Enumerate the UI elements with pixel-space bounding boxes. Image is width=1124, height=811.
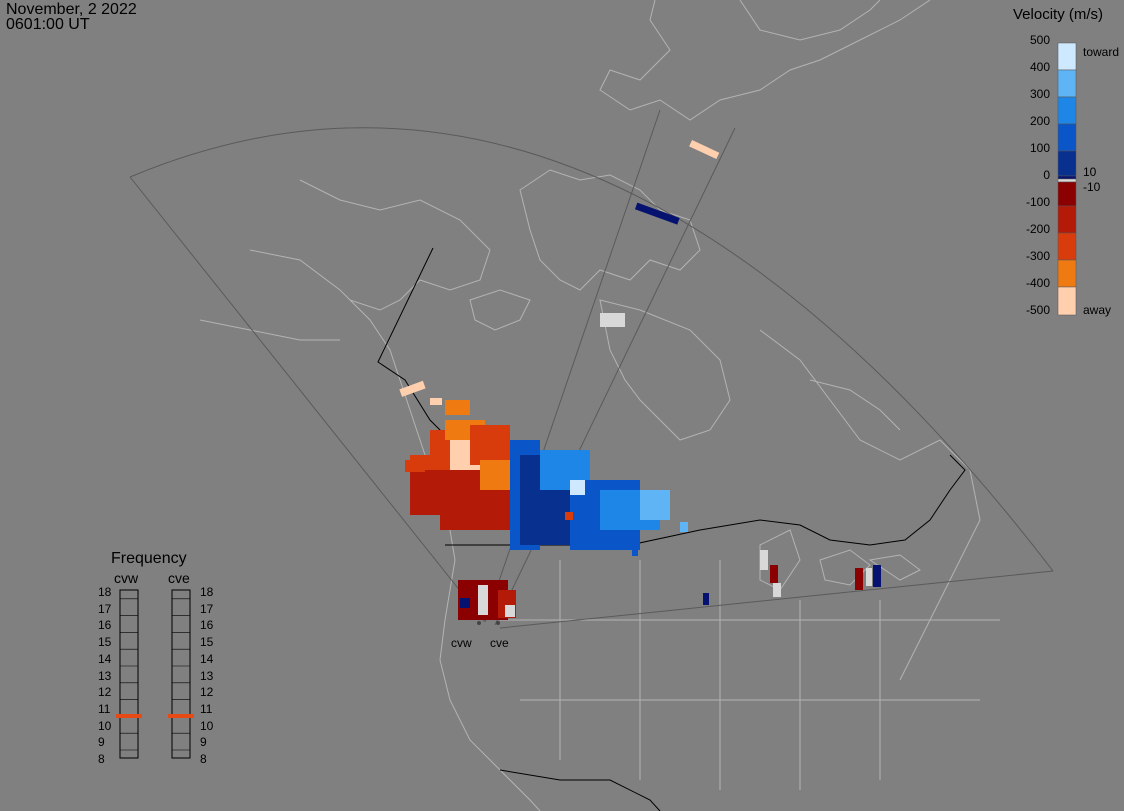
frequency-scale-label: 17: [98, 601, 112, 616]
frequency-scale-label: 9: [98, 735, 105, 750]
frequency-scale-label: 11: [200, 701, 213, 716]
colorbar-title: Velocity (m/s): [1013, 6, 1104, 23]
frequency-scale-label: 16: [98, 618, 112, 633]
colorbar-tick: -100: [1025, 195, 1050, 209]
site-marker-cvw: [477, 621, 481, 625]
colorbar-tick: -400: [1025, 276, 1050, 290]
velocity-cells: [399, 140, 881, 620]
velocity-colorbar: [1057, 42, 1077, 316]
near-zero-neg-label: -10: [1083, 180, 1101, 194]
date-label: November, 2 2022: [6, 1, 137, 18]
frequency-grid: [120, 598, 190, 751]
frequency-scale-label: 10: [200, 718, 214, 733]
colorbar-tick: 0: [1043, 168, 1050, 182]
colorbar-tick: 500: [1029, 33, 1050, 47]
frequency-scale-label: 14: [98, 651, 112, 666]
frequency-scale-label: 13: [98, 668, 112, 683]
frequency-scale-label: 8: [200, 752, 207, 766]
frequency-scale-label: 15: [200, 635, 214, 650]
frequency-scale-label: 15: [98, 635, 112, 650]
colorbar-tick: -200: [1025, 222, 1050, 236]
frequency-scale-label: 12: [200, 685, 214, 700]
time-label: 0601:00 UT: [6, 16, 90, 33]
colorbar-tick: 400: [1029, 60, 1050, 74]
frequency-scale-label: 9: [200, 735, 207, 750]
frequency-title: Frequency: [111, 550, 187, 567]
field-of-view: [129, 109, 1054, 629]
frequency-scale-label: 8: [98, 752, 105, 766]
frequency-meters: [119, 589, 191, 759]
colorbar-tick: -300: [1025, 249, 1050, 263]
frequency-scale-label: 18: [98, 585, 112, 599]
frequency-scale-label: 16: [200, 618, 214, 633]
frequency-scale-label: 17: [200, 601, 214, 616]
colorbar-tick: -500: [1025, 303, 1050, 317]
frequency-scale-label: 11: [98, 701, 111, 716]
away-label: away: [1083, 303, 1112, 317]
frequency-scale-label: 12: [98, 685, 112, 700]
frequency-scale-label: 18: [200, 585, 214, 599]
colorbar-tick: 100: [1029, 141, 1050, 155]
frequency-scale-label: 14: [200, 651, 214, 666]
near-zero-pos-label: 10: [1083, 165, 1097, 179]
site-marker-cve: [496, 621, 500, 625]
frequency-col-cvw: cvw: [114, 570, 139, 586]
frequency-marker-cvw: [116, 714, 142, 718]
borders: [377, 247, 966, 811]
site-label-cve: cve: [490, 636, 509, 650]
colorbar-tick: 200: [1029, 114, 1050, 128]
frequency-col-cve: cve: [168, 570, 190, 586]
colorbar-tick: 300: [1029, 87, 1050, 101]
site-label-cvw: cvw: [451, 636, 472, 650]
frequency-scale-label: 10: [98, 718, 112, 733]
frequency-scale-label: 13: [200, 668, 214, 683]
frequency-marker-cve: [168, 714, 194, 718]
coastlines: [199, 0, 1000, 811]
toward-label: toward: [1083, 45, 1120, 59]
